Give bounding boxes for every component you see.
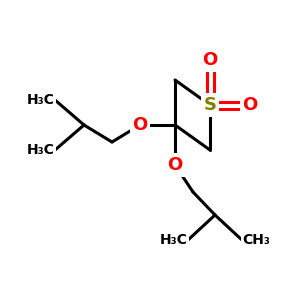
Text: O: O (132, 116, 148, 134)
Text: CH₃: CH₃ (242, 233, 270, 247)
Text: O: O (202, 51, 217, 69)
Text: O: O (242, 96, 258, 114)
Text: H₃C: H₃C (27, 143, 55, 157)
Text: O: O (167, 156, 183, 174)
Text: H₃C: H₃C (160, 233, 188, 247)
Text: H₃C: H₃C (27, 93, 55, 107)
Text: S: S (203, 96, 217, 114)
